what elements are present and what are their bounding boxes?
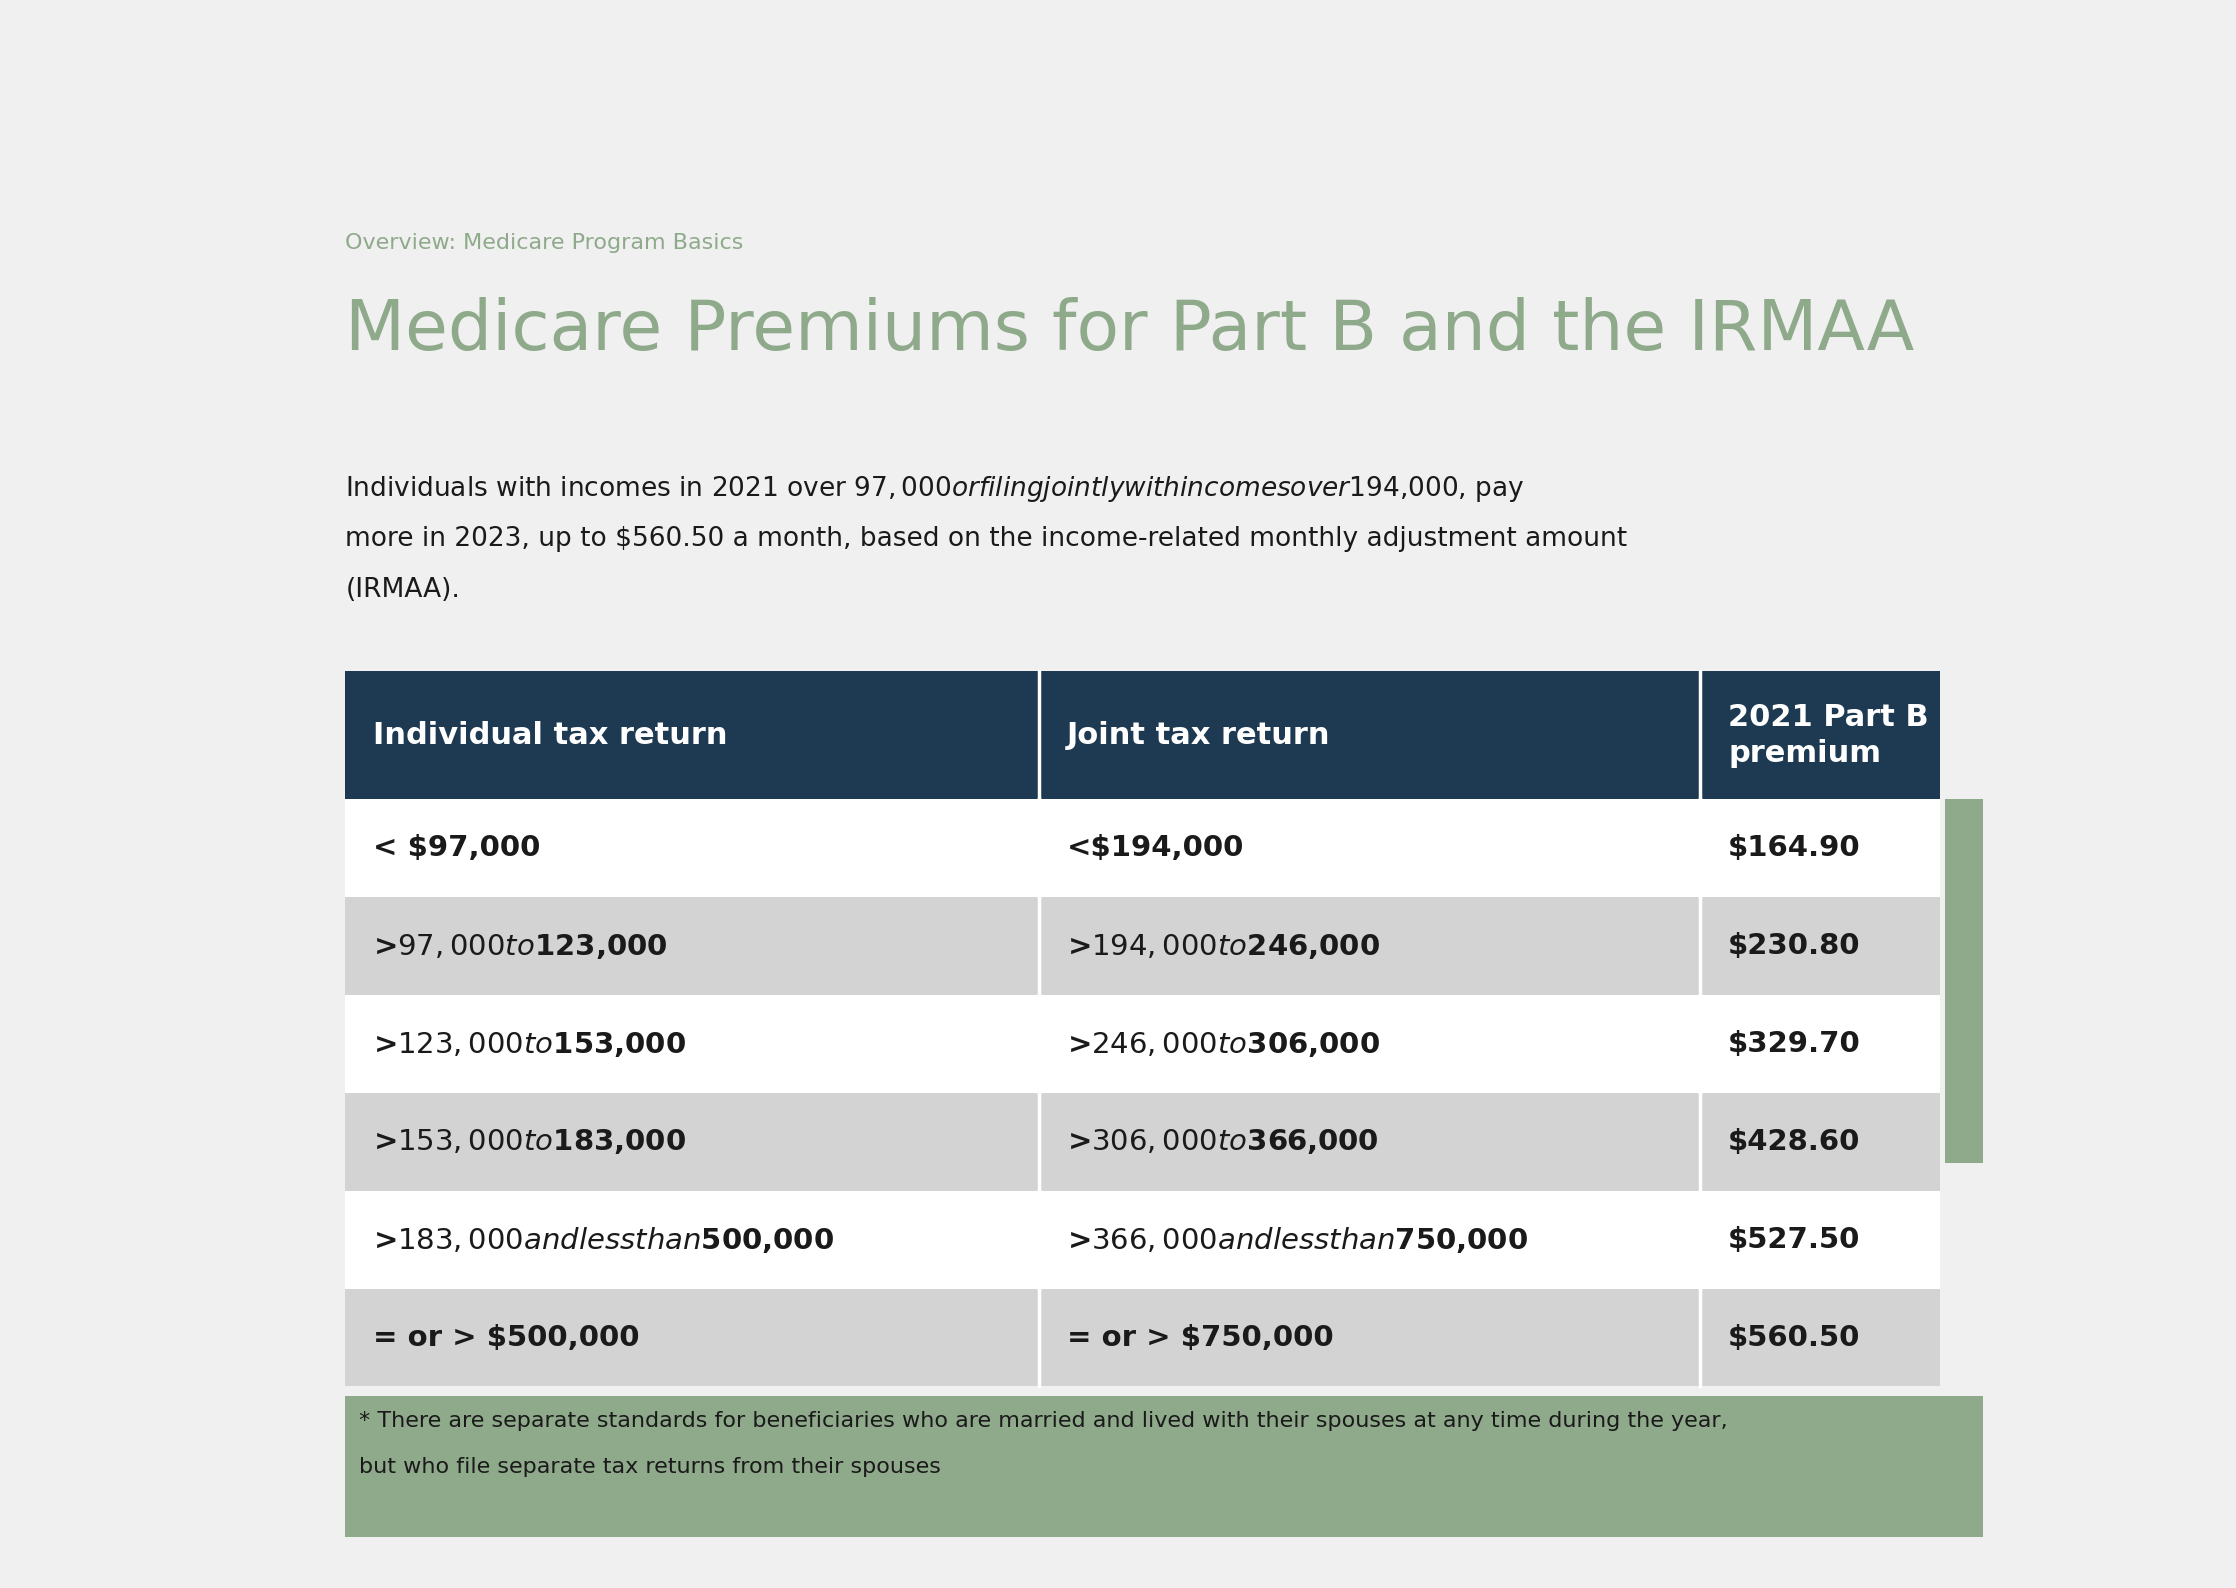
Bar: [1699, 897, 1939, 996]
Bar: [1699, 799, 1939, 897]
Text: <$194,000: <$194,000: [1067, 834, 1243, 862]
Text: Individuals with incomes in 2021 over $97,000 or filing jointly with incomes ove: Individuals with incomes in 2021 over $9…: [344, 475, 1525, 505]
Bar: [344, 799, 1040, 897]
Bar: [344, 897, 1040, 996]
Text: Joint tax return: Joint tax return: [1067, 721, 1330, 750]
Text: $560.50: $560.50: [1728, 1323, 1860, 1351]
Text: but who file separate tax returns from their spouses: but who file separate tax returns from t…: [360, 1458, 941, 1477]
Text: $164.90: $164.90: [1728, 834, 1860, 862]
Bar: [1699, 1288, 1939, 1386]
Bar: [1699, 1093, 1939, 1191]
Text: $527.50: $527.50: [1728, 1226, 1860, 1253]
Text: 2021 Part B
premium: 2021 Part B premium: [1728, 703, 1930, 767]
Bar: [1699, 996, 1939, 1093]
Bar: [1040, 1191, 1702, 1288]
Text: Overview: Medicare Program Basics: Overview: Medicare Program Basics: [344, 233, 745, 254]
Text: (IRMAA).: (IRMAA).: [344, 576, 461, 603]
Text: >$246,000 to $306,000: >$246,000 to $306,000: [1067, 1029, 1380, 1059]
Bar: [344, 1288, 1040, 1386]
Text: < $97,000: < $97,000: [373, 834, 541, 862]
Text: $329.70: $329.70: [1728, 1031, 1860, 1058]
Bar: [1699, 1191, 1939, 1288]
Bar: [344, 1396, 1983, 1537]
Text: >$123,000 to $153,000: >$123,000 to $153,000: [373, 1029, 686, 1059]
Text: Medicare Premiums for Part B and the IRMAA: Medicare Premiums for Part B and the IRM…: [344, 297, 1914, 364]
Bar: [1945, 799, 1983, 1164]
Text: >$194,000 to $246,000: >$194,000 to $246,000: [1067, 932, 1380, 961]
Bar: [344, 1093, 1040, 1191]
Bar: [1040, 799, 1702, 897]
Text: * There are separate standards for beneficiaries who are married and lived with : * There are separate standards for benef…: [360, 1410, 1728, 1431]
Text: >$366,000 and less than $750,000: >$366,000 and less than $750,000: [1067, 1224, 1527, 1255]
Text: >$183,000 and less than $500,000: >$183,000 and less than $500,000: [373, 1224, 834, 1255]
Text: more in 2023, up to $560.50 a month, based on the income-related monthly adjustm: more in 2023, up to $560.50 a month, bas…: [344, 526, 1628, 551]
Text: >$97,000 to $123,000: >$97,000 to $123,000: [373, 932, 669, 961]
Text: >$306,000 to $366,000: >$306,000 to $366,000: [1067, 1127, 1377, 1156]
Bar: [1040, 1288, 1702, 1386]
Bar: [1040, 672, 1702, 799]
Bar: [1040, 897, 1702, 996]
Bar: [344, 996, 1040, 1093]
Text: Individual tax return: Individual tax return: [373, 721, 727, 750]
Bar: [344, 1191, 1040, 1288]
Text: = or > $750,000: = or > $750,000: [1067, 1323, 1333, 1351]
Text: $428.60: $428.60: [1728, 1127, 1860, 1156]
Text: = or > $500,000: = or > $500,000: [373, 1323, 639, 1351]
Text: $230.80: $230.80: [1728, 932, 1860, 961]
Bar: [1040, 996, 1702, 1093]
Text: >$153,000 to $183,000: >$153,000 to $183,000: [373, 1127, 686, 1156]
Bar: [344, 672, 1040, 799]
Bar: [1699, 672, 1939, 799]
Bar: [1040, 1093, 1702, 1191]
